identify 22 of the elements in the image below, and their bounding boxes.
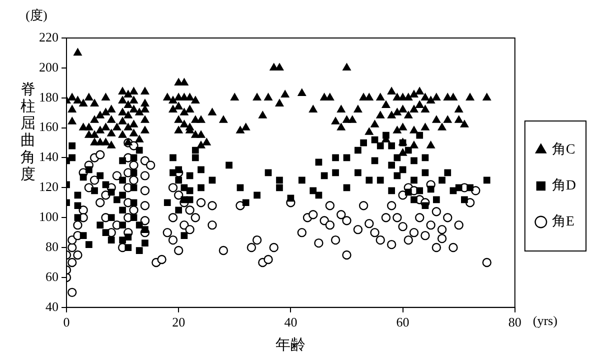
legend-label: 角D xyxy=(552,178,576,194)
y-axis-title: 脊柱屈曲角度 xyxy=(20,82,36,184)
x-axis-title: 年齢 xyxy=(276,336,306,354)
legend-label: 角E xyxy=(552,214,574,230)
y-tick-label: 100 xyxy=(39,209,58,224)
y-tick-label: 200 xyxy=(39,59,58,74)
text: (yrs) xyxy=(532,312,558,328)
y-tick-label: 160 xyxy=(39,119,58,134)
y-tick-label: 140 xyxy=(39,149,58,164)
y-tick-label: 80 xyxy=(46,238,58,254)
y-tick-label: 60 xyxy=(46,268,58,284)
y-tick-label: 180 xyxy=(39,89,58,104)
y-tick-label: 40 xyxy=(46,298,58,314)
x-tick-label: 0 xyxy=(63,314,70,330)
legend-label: 角C xyxy=(552,142,576,158)
text: (度) xyxy=(26,7,48,22)
y-tick-label: 220 xyxy=(39,29,58,44)
y-tick-label: 120 xyxy=(39,179,58,194)
x-tick-label: 60 xyxy=(396,314,410,330)
x-tick-label: 40 xyxy=(284,314,298,330)
x-tick-label: 80 xyxy=(508,314,522,330)
x-tick-label: 20 xyxy=(172,314,186,330)
